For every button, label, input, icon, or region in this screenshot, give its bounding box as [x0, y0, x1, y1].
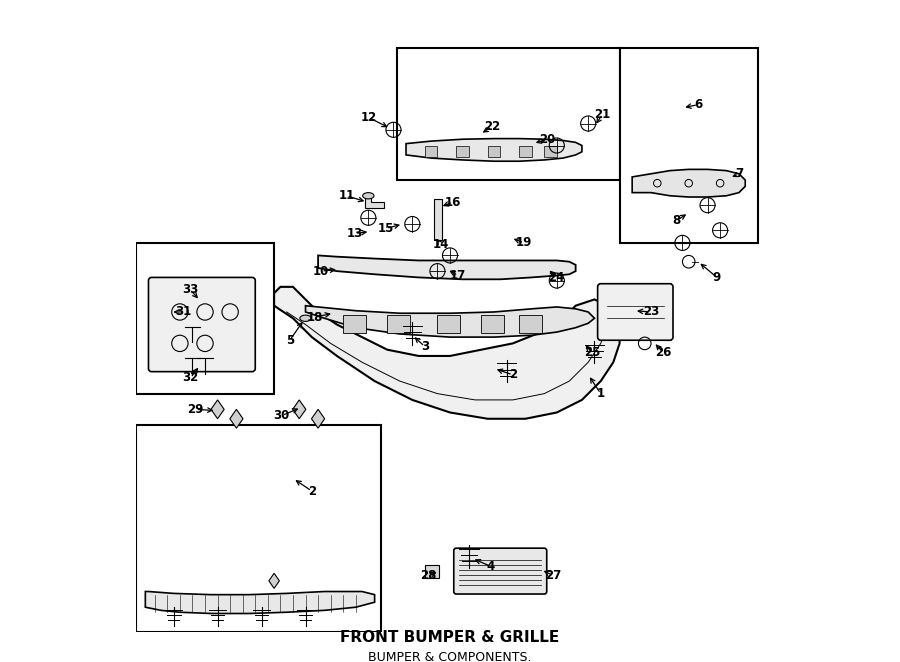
- Bar: [488, 146, 500, 157]
- Polygon shape: [292, 400, 306, 419]
- Text: 21: 21: [595, 108, 611, 120]
- Bar: [425, 565, 438, 579]
- Bar: [387, 315, 410, 333]
- Bar: [343, 315, 365, 333]
- Text: 3: 3: [421, 340, 429, 353]
- Text: 4: 4: [487, 560, 495, 573]
- Bar: [136, 243, 274, 394]
- Text: 9: 9: [713, 271, 721, 284]
- Text: 1: 1: [597, 387, 605, 400]
- Text: 31: 31: [175, 305, 191, 318]
- Ellipse shape: [363, 193, 374, 199]
- Text: 2: 2: [308, 485, 316, 498]
- Text: 15: 15: [378, 222, 394, 235]
- Text: 26: 26: [655, 346, 671, 359]
- FancyBboxPatch shape: [598, 284, 673, 340]
- Text: 20: 20: [539, 132, 555, 146]
- Ellipse shape: [300, 315, 311, 321]
- Polygon shape: [211, 400, 224, 419]
- Bar: [456, 146, 469, 157]
- Text: 25: 25: [584, 346, 600, 359]
- FancyBboxPatch shape: [148, 277, 256, 371]
- Text: 17: 17: [450, 269, 466, 282]
- Bar: [397, 48, 619, 180]
- Text: 11: 11: [338, 189, 355, 203]
- Text: 2: 2: [508, 368, 517, 381]
- Text: 8: 8: [672, 214, 680, 227]
- Text: 24: 24: [549, 271, 565, 284]
- Text: BUMPER & COMPONENTS.: BUMPER & COMPONENTS.: [368, 651, 532, 662]
- Text: 5: 5: [285, 334, 294, 347]
- Bar: [519, 315, 542, 333]
- FancyBboxPatch shape: [454, 548, 546, 594]
- PathPatch shape: [632, 169, 745, 197]
- Text: 14: 14: [432, 238, 449, 251]
- Bar: [425, 146, 437, 157]
- PathPatch shape: [365, 196, 384, 209]
- PathPatch shape: [305, 306, 595, 337]
- Text: 27: 27: [545, 569, 562, 583]
- Text: 18: 18: [307, 310, 323, 324]
- Bar: [519, 146, 532, 157]
- Text: 22: 22: [484, 120, 500, 133]
- Bar: [544, 146, 557, 157]
- Bar: [482, 315, 504, 333]
- Polygon shape: [230, 409, 243, 428]
- Text: 12: 12: [360, 111, 376, 124]
- PathPatch shape: [274, 287, 619, 419]
- Text: 7: 7: [735, 167, 743, 180]
- Bar: [136, 425, 381, 632]
- Text: 32: 32: [183, 371, 199, 385]
- Bar: [435, 199, 442, 240]
- Text: 6: 6: [694, 98, 702, 111]
- Polygon shape: [269, 573, 279, 589]
- Bar: [437, 315, 460, 333]
- Text: 16: 16: [445, 195, 462, 209]
- Text: 29: 29: [187, 403, 203, 416]
- Text: 30: 30: [274, 409, 290, 422]
- Text: 33: 33: [183, 283, 199, 297]
- Text: 13: 13: [346, 227, 363, 240]
- PathPatch shape: [406, 138, 582, 162]
- Text: 19: 19: [516, 236, 532, 250]
- PathPatch shape: [318, 256, 576, 279]
- Text: 23: 23: [643, 305, 659, 318]
- Text: 10: 10: [313, 265, 329, 277]
- Text: FRONT BUMPER & GRILLE: FRONT BUMPER & GRILLE: [340, 630, 560, 645]
- Text: 28: 28: [419, 569, 436, 583]
- PathPatch shape: [145, 592, 374, 614]
- Bar: [619, 48, 758, 243]
- Polygon shape: [311, 409, 325, 428]
